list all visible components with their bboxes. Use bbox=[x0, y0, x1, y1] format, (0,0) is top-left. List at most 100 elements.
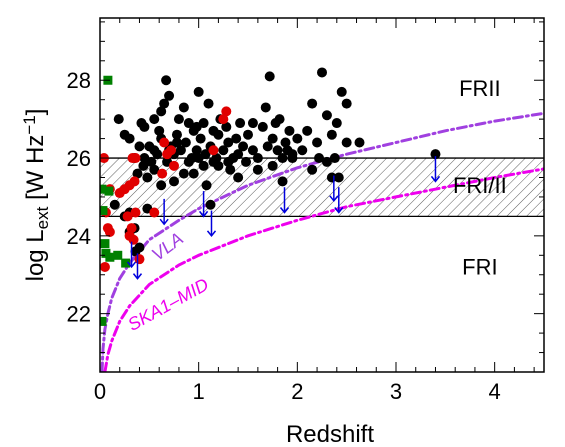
data-point bbox=[188, 168, 199, 179]
data-point bbox=[201, 180, 212, 191]
curve-vla bbox=[100, 111, 544, 372]
data-point bbox=[122, 211, 133, 222]
data-point bbox=[329, 153, 340, 164]
data-point bbox=[333, 172, 344, 183]
data-point bbox=[126, 223, 137, 234]
data-point bbox=[331, 118, 342, 129]
region-label: FRI/II bbox=[453, 173, 507, 198]
data-point bbox=[175, 145, 186, 156]
data-point bbox=[104, 226, 115, 237]
data-point bbox=[129, 176, 140, 187]
x-axis-title: Redshift bbox=[286, 421, 374, 447]
data-point bbox=[191, 145, 202, 156]
data-point bbox=[130, 153, 141, 164]
data-point bbox=[238, 141, 249, 152]
data-point bbox=[233, 149, 244, 160]
data-point bbox=[132, 168, 143, 179]
data-point bbox=[314, 153, 325, 164]
data-point bbox=[235, 118, 246, 129]
data-point bbox=[297, 145, 308, 156]
data-point bbox=[354, 137, 365, 148]
y-tick-label: 24 bbox=[67, 224, 91, 249]
upper-limit-arrowhead bbox=[199, 210, 209, 218]
data-point bbox=[166, 145, 177, 156]
data-point bbox=[178, 168, 189, 179]
data-point bbox=[149, 114, 160, 125]
upper-limit-arrowhead bbox=[132, 273, 143, 280]
data-point bbox=[154, 125, 165, 136]
data-point bbox=[302, 125, 313, 136]
data-point bbox=[121, 258, 131, 268]
sensitivity-curves bbox=[100, 111, 544, 372]
region-label: FRI bbox=[462, 255, 497, 280]
upper-limit-arrowhead bbox=[430, 175, 441, 183]
data-point bbox=[161, 75, 172, 86]
data-point bbox=[223, 156, 234, 167]
y-tick-label: 26 bbox=[67, 146, 91, 171]
data-point bbox=[139, 121, 150, 132]
data-point bbox=[191, 121, 202, 132]
upper-limit-arrowhead bbox=[334, 207, 344, 214]
x-tick-label: 4 bbox=[489, 379, 501, 404]
y-tick-label: 22 bbox=[67, 302, 91, 327]
data-point bbox=[130, 207, 141, 218]
data-point bbox=[341, 137, 352, 148]
data-point bbox=[171, 137, 182, 148]
data-point bbox=[307, 98, 318, 109]
data-point bbox=[321, 156, 332, 167]
data-point bbox=[264, 71, 275, 82]
data-point bbox=[272, 145, 283, 156]
data-point bbox=[231, 133, 242, 144]
data-point bbox=[149, 164, 160, 175]
data-point bbox=[274, 114, 285, 125]
curve-ska1-mid bbox=[103, 167, 544, 372]
data-point bbox=[171, 129, 182, 140]
data-point bbox=[307, 164, 318, 175]
data-point bbox=[267, 160, 278, 171]
data-point bbox=[156, 180, 167, 191]
data-point bbox=[280, 137, 291, 148]
data-point bbox=[284, 125, 295, 136]
region-label: FRII bbox=[459, 76, 501, 101]
data-point bbox=[317, 67, 327, 78]
data-point bbox=[336, 86, 347, 97]
data-point bbox=[208, 145, 219, 156]
plot-border bbox=[99, 17, 545, 373]
data-point bbox=[213, 129, 224, 140]
data-point bbox=[247, 145, 258, 156]
data-point bbox=[104, 186, 114, 196]
curve-label: VLA bbox=[148, 228, 187, 264]
data-point bbox=[430, 149, 441, 160]
data-point bbox=[100, 316, 107, 326]
y-tick-label: 28 bbox=[67, 68, 91, 93]
data-point bbox=[225, 164, 236, 175]
data-point bbox=[169, 160, 179, 171]
data-point bbox=[100, 206, 108, 216]
x-tick-label: 0 bbox=[94, 379, 106, 404]
data-point bbox=[105, 252, 115, 262]
upper-limit-arrowhead bbox=[279, 207, 290, 214]
data-point bbox=[180, 137, 191, 148]
data-point bbox=[262, 141, 273, 152]
data-point bbox=[119, 129, 130, 140]
data-point bbox=[321, 110, 332, 121]
data-point bbox=[193, 86, 204, 97]
data-point bbox=[241, 156, 252, 167]
data-points bbox=[100, 67, 441, 326]
data-point bbox=[221, 121, 232, 132]
data-point bbox=[159, 137, 170, 148]
data-point bbox=[277, 153, 288, 164]
data-point bbox=[138, 160, 149, 171]
data-point bbox=[247, 118, 258, 129]
data-point bbox=[292, 133, 303, 144]
data-point bbox=[169, 176, 179, 187]
data-point bbox=[287, 149, 298, 160]
data-point bbox=[157, 168, 168, 179]
upper-limit-arrows bbox=[126, 156, 441, 280]
x-tick-label: 1 bbox=[193, 379, 205, 404]
data-point bbox=[195, 133, 206, 144]
data-point bbox=[146, 156, 157, 167]
data-point bbox=[100, 261, 110, 272]
data-point bbox=[178, 102, 189, 113]
data-point bbox=[277, 176, 288, 187]
